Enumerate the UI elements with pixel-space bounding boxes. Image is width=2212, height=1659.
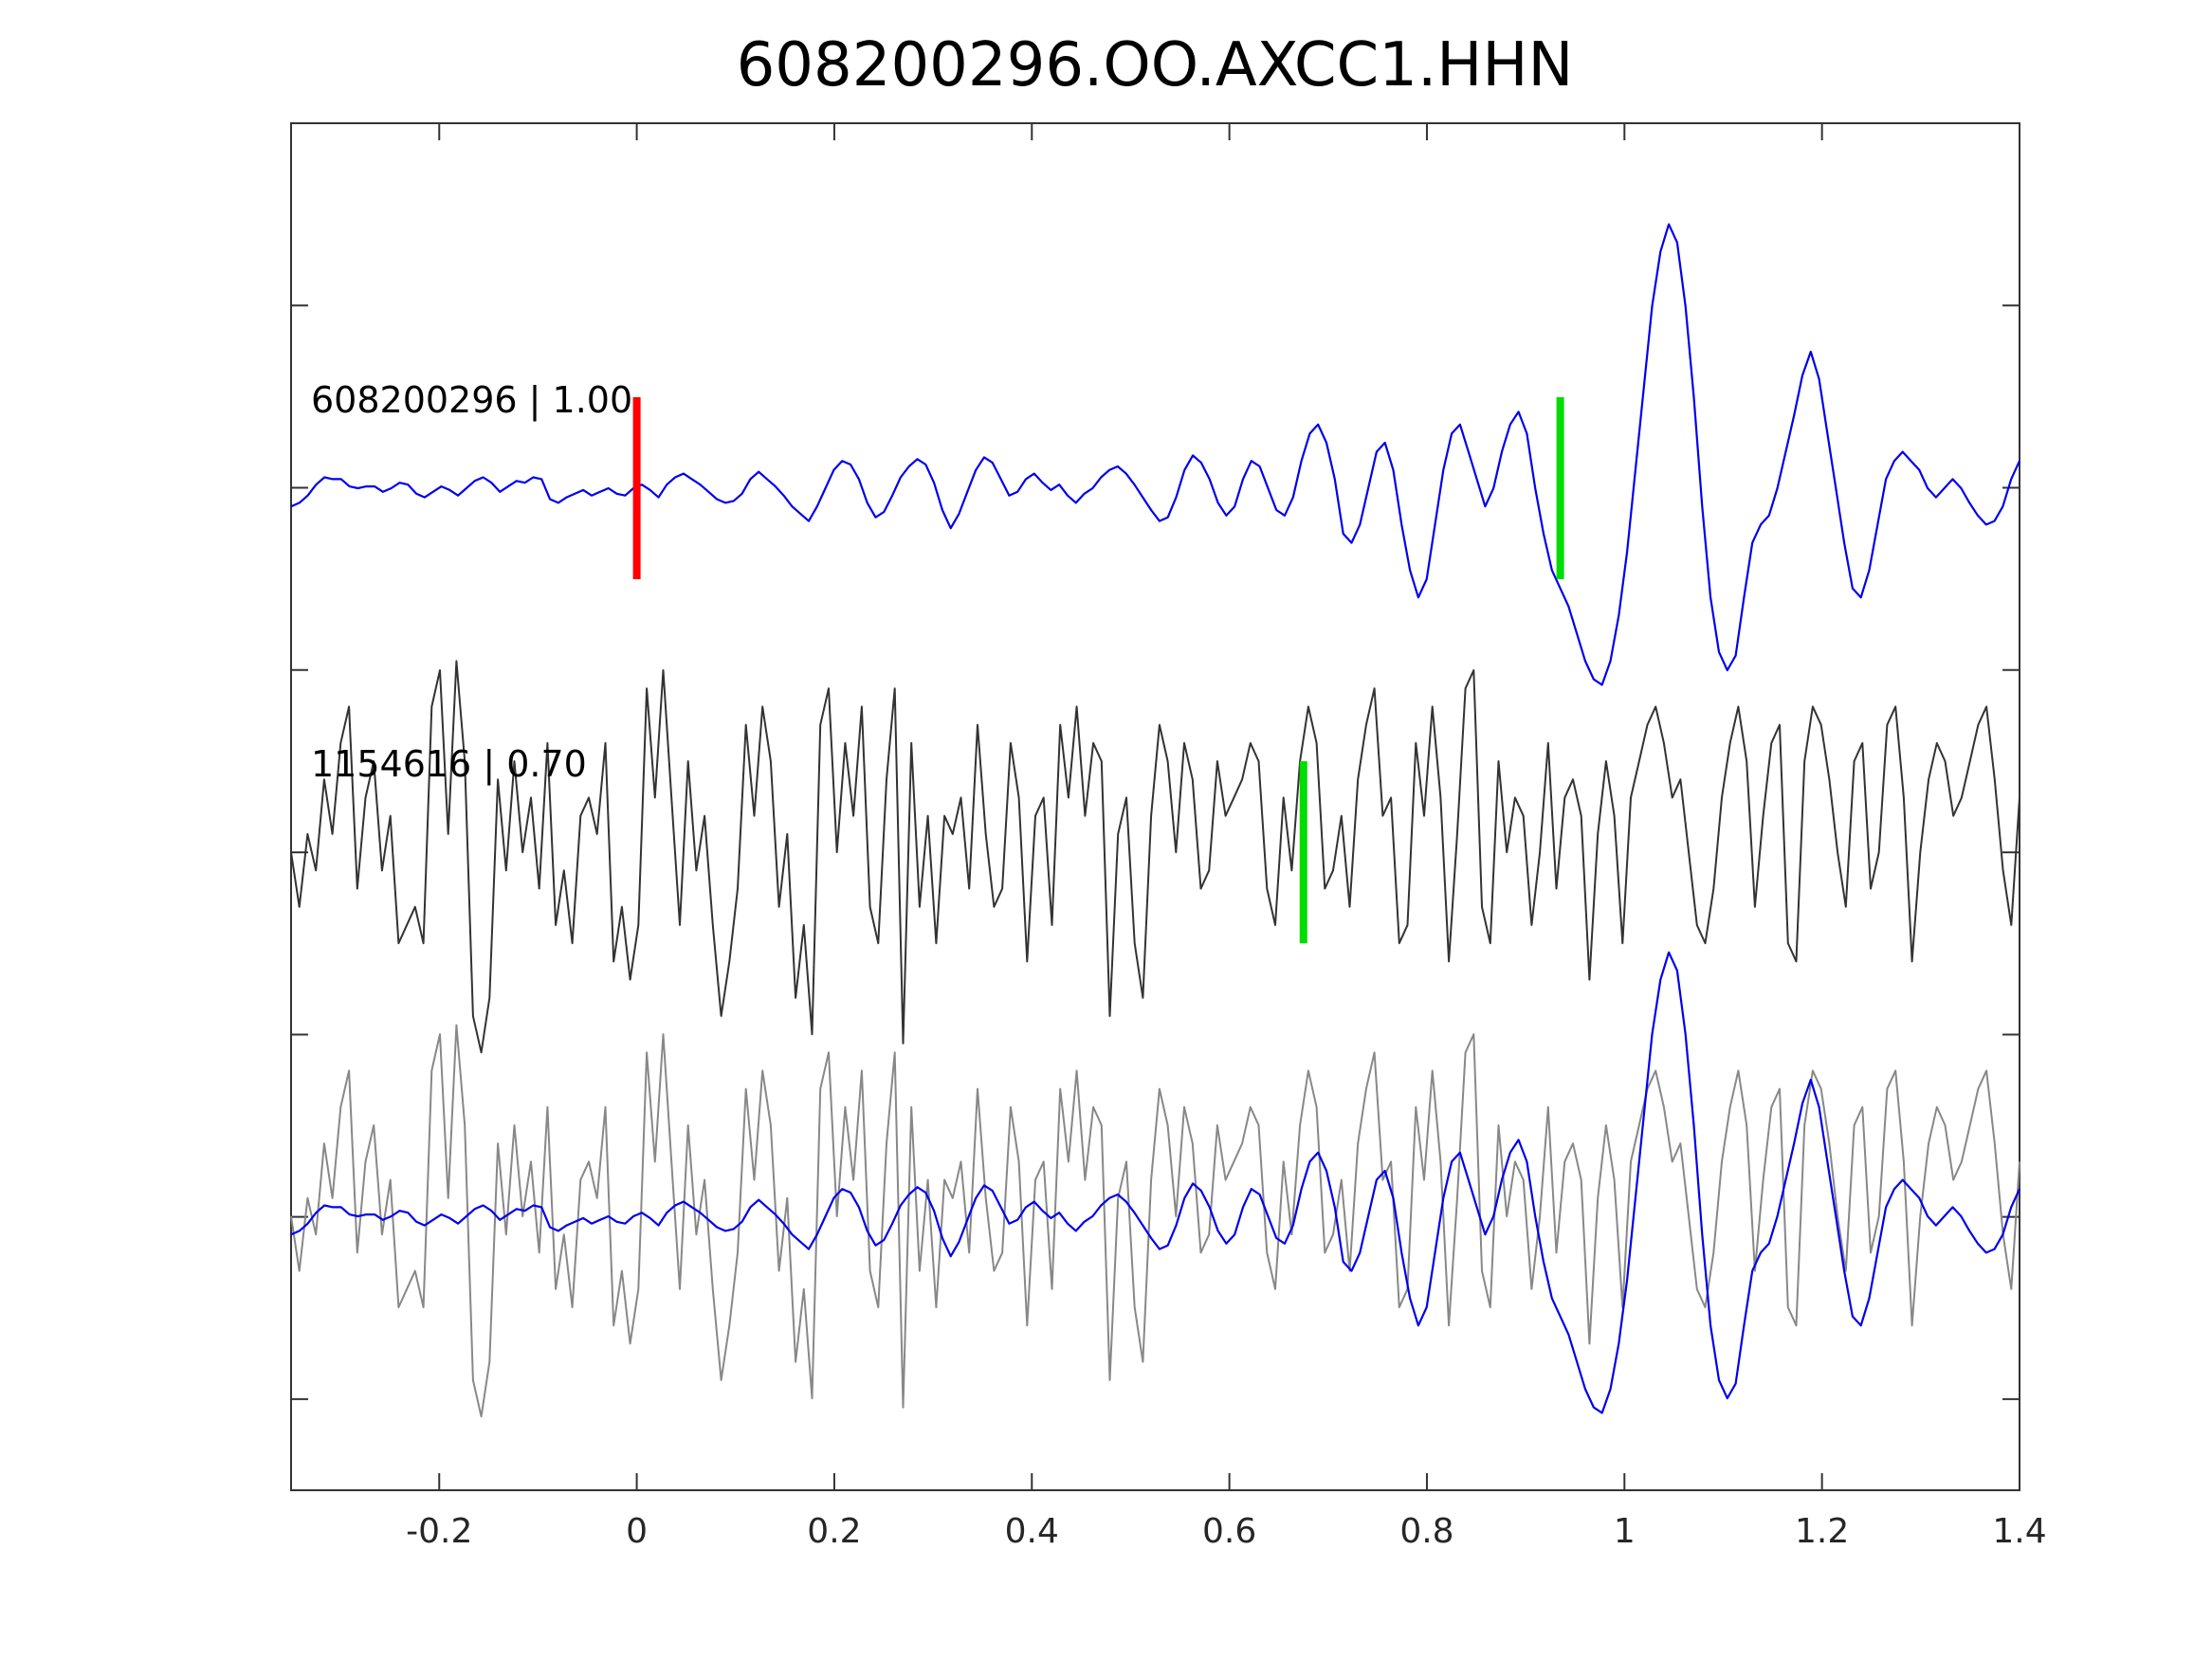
x-tick-label: 0 xyxy=(626,1512,648,1551)
waveform-trace xyxy=(290,660,2020,1054)
x-tick-label: 0.6 xyxy=(1202,1512,1256,1551)
trace-label: 1154616 | 0.70 xyxy=(311,743,587,786)
waveform-trace xyxy=(290,223,2020,686)
waveform-trace xyxy=(290,951,2020,1414)
x-tick-label: 1.2 xyxy=(1795,1512,1849,1551)
x-tick-label: 1 xyxy=(1614,1512,1636,1551)
chart-title: 608200296.OO.AXCC1.HHN xyxy=(737,30,1574,100)
waveform-trace xyxy=(290,1024,2020,1418)
trace-label: 608200296 | 1.00 xyxy=(311,379,632,422)
x-tick-label: 1.4 xyxy=(1992,1512,2046,1551)
x-tick-label: -0.2 xyxy=(406,1512,472,1551)
plot-area: -0.2 0 0.2 0.4 0.6 0.8 1 1.2 1.4 608200296 | 1.00… xyxy=(290,122,2047,1551)
x-tick-label: 0.2 xyxy=(807,1512,861,1551)
x-tick-label: 0.4 xyxy=(1005,1512,1059,1551)
x-tick-label: 0.8 xyxy=(1399,1512,1453,1551)
